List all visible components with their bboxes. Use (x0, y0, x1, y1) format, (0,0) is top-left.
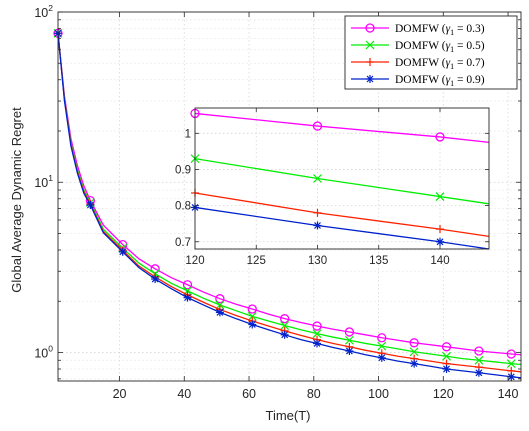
x-tick-label: 60 (242, 387, 256, 401)
data-point (365, 40, 375, 50)
data-point (436, 225, 444, 234)
data-point (86, 201, 95, 210)
data-point (151, 275, 160, 284)
data-point (506, 349, 516, 359)
data-point (279, 314, 290, 324)
data-point (377, 353, 386, 362)
data-point (366, 75, 374, 83)
legend-entry: DOMFW (γ1 = 0.3) (351, 23, 485, 37)
data-point (409, 338, 419, 348)
data-point (474, 346, 484, 356)
inset-axes-box (194, 107, 490, 250)
legend-label: DOMFW (γ1 = 0.5) (395, 40, 485, 54)
x-tick-label: 40 (177, 387, 191, 401)
y-tick-label: 101 (34, 173, 53, 190)
data-point (435, 132, 445, 142)
data-point (344, 327, 355, 337)
data-point (365, 23, 375, 33)
zoom-inset: 120 125 130 135 140 0.7 0.8 0.9 1 (175, 107, 490, 267)
data-point (312, 121, 323, 131)
x-tick-label: 120 (433, 387, 454, 401)
series-path (57, 33, 522, 379)
tick-layer: 20 40 60 80 100 120 140 102 101 100 (34, 3, 521, 401)
inset-x-tick-label: 125 (247, 255, 266, 267)
legend-entry: DOMFW (γ1 = 0.9) (351, 74, 485, 88)
data-point (150, 264, 160, 274)
inset-y-tick-label: 0.9 (175, 164, 191, 176)
y-tick-label: 100 (34, 343, 53, 360)
series-path (57, 33, 522, 356)
data-point (313, 208, 322, 217)
series-path (57, 33, 522, 366)
y-tick-label: 102 (34, 3, 53, 20)
plot-frame (57, 11, 522, 382)
data-point (313, 339, 322, 348)
data-point (377, 341, 387, 351)
inset-series-path (194, 192, 490, 237)
axes-box (57, 11, 522, 382)
inset-series-line-1 (190, 154, 490, 205)
data-point (441, 342, 452, 352)
x-tick-label: 100 (368, 387, 389, 401)
data-point (410, 359, 419, 368)
inset-series-path (194, 112, 490, 143)
data-point (312, 321, 322, 331)
data-point (312, 329, 322, 339)
data-point (436, 237, 444, 246)
inset-x-tick-label: 120 (185, 255, 204, 267)
legend-label: DOMFW (γ1 = 0.7) (395, 57, 485, 71)
legend-label: DOMFW (γ1 = 0.3) (395, 23, 485, 37)
data-point (435, 192, 445, 202)
data-point (344, 335, 354, 345)
inset-x-tick-label: 135 (369, 255, 388, 267)
x-tick-label: 140 (498, 387, 519, 401)
data-point (248, 320, 257, 329)
data-point (182, 280, 193, 290)
data-point (442, 364, 451, 373)
inset-y-tick-label: 0.8 (175, 201, 191, 213)
grid-layer (58, 11, 521, 381)
data-point (313, 221, 322, 230)
inset-background (195, 108, 489, 249)
data-point (183, 293, 192, 302)
inset-series-path (194, 157, 490, 205)
series-line-3 (54, 29, 522, 381)
data-point (377, 333, 387, 343)
x-tick-label: 20 (113, 387, 127, 401)
data-point (313, 174, 322, 183)
legend-entry: DOMFW (γ1 = 0.7) (351, 57, 485, 71)
data-point (118, 247, 127, 256)
data-point (280, 321, 290, 330)
inset-series-path (194, 206, 490, 250)
data-point (442, 351, 451, 361)
data-point (215, 294, 225, 304)
data-point (247, 304, 257, 314)
inset-y-tick-label: 1 (185, 128, 191, 140)
series-layer (53, 28, 522, 381)
data-point (247, 311, 257, 321)
data-point (409, 347, 419, 357)
x-tick-label: 80 (307, 387, 321, 401)
inset-y-tick-label: 0.7 (175, 237, 191, 249)
inset-x-tick-label: 130 (308, 255, 327, 267)
data-point (507, 372, 516, 381)
data-point (506, 359, 516, 369)
legend-entry: DOMFW (γ1 = 0.5) (351, 40, 485, 54)
data-point (474, 355, 484, 365)
data-point (345, 347, 354, 356)
y-axis-label: Global Average Dynamic Regret (9, 107, 24, 293)
data-point (215, 308, 224, 317)
legend: DOMFW (γ1 = 0.3) DOMFW (γ1 = 0.5) DOMFW (γ… (344, 15, 518, 90)
data-point (280, 330, 289, 339)
data-point (366, 58, 374, 66)
inset-x-tick-label: 140 (430, 255, 449, 267)
data-point (474, 368, 483, 377)
x-axis-label: Time(T) (265, 408, 310, 423)
legend-label: DOMFW (γ1 = 0.9) (395, 74, 485, 88)
